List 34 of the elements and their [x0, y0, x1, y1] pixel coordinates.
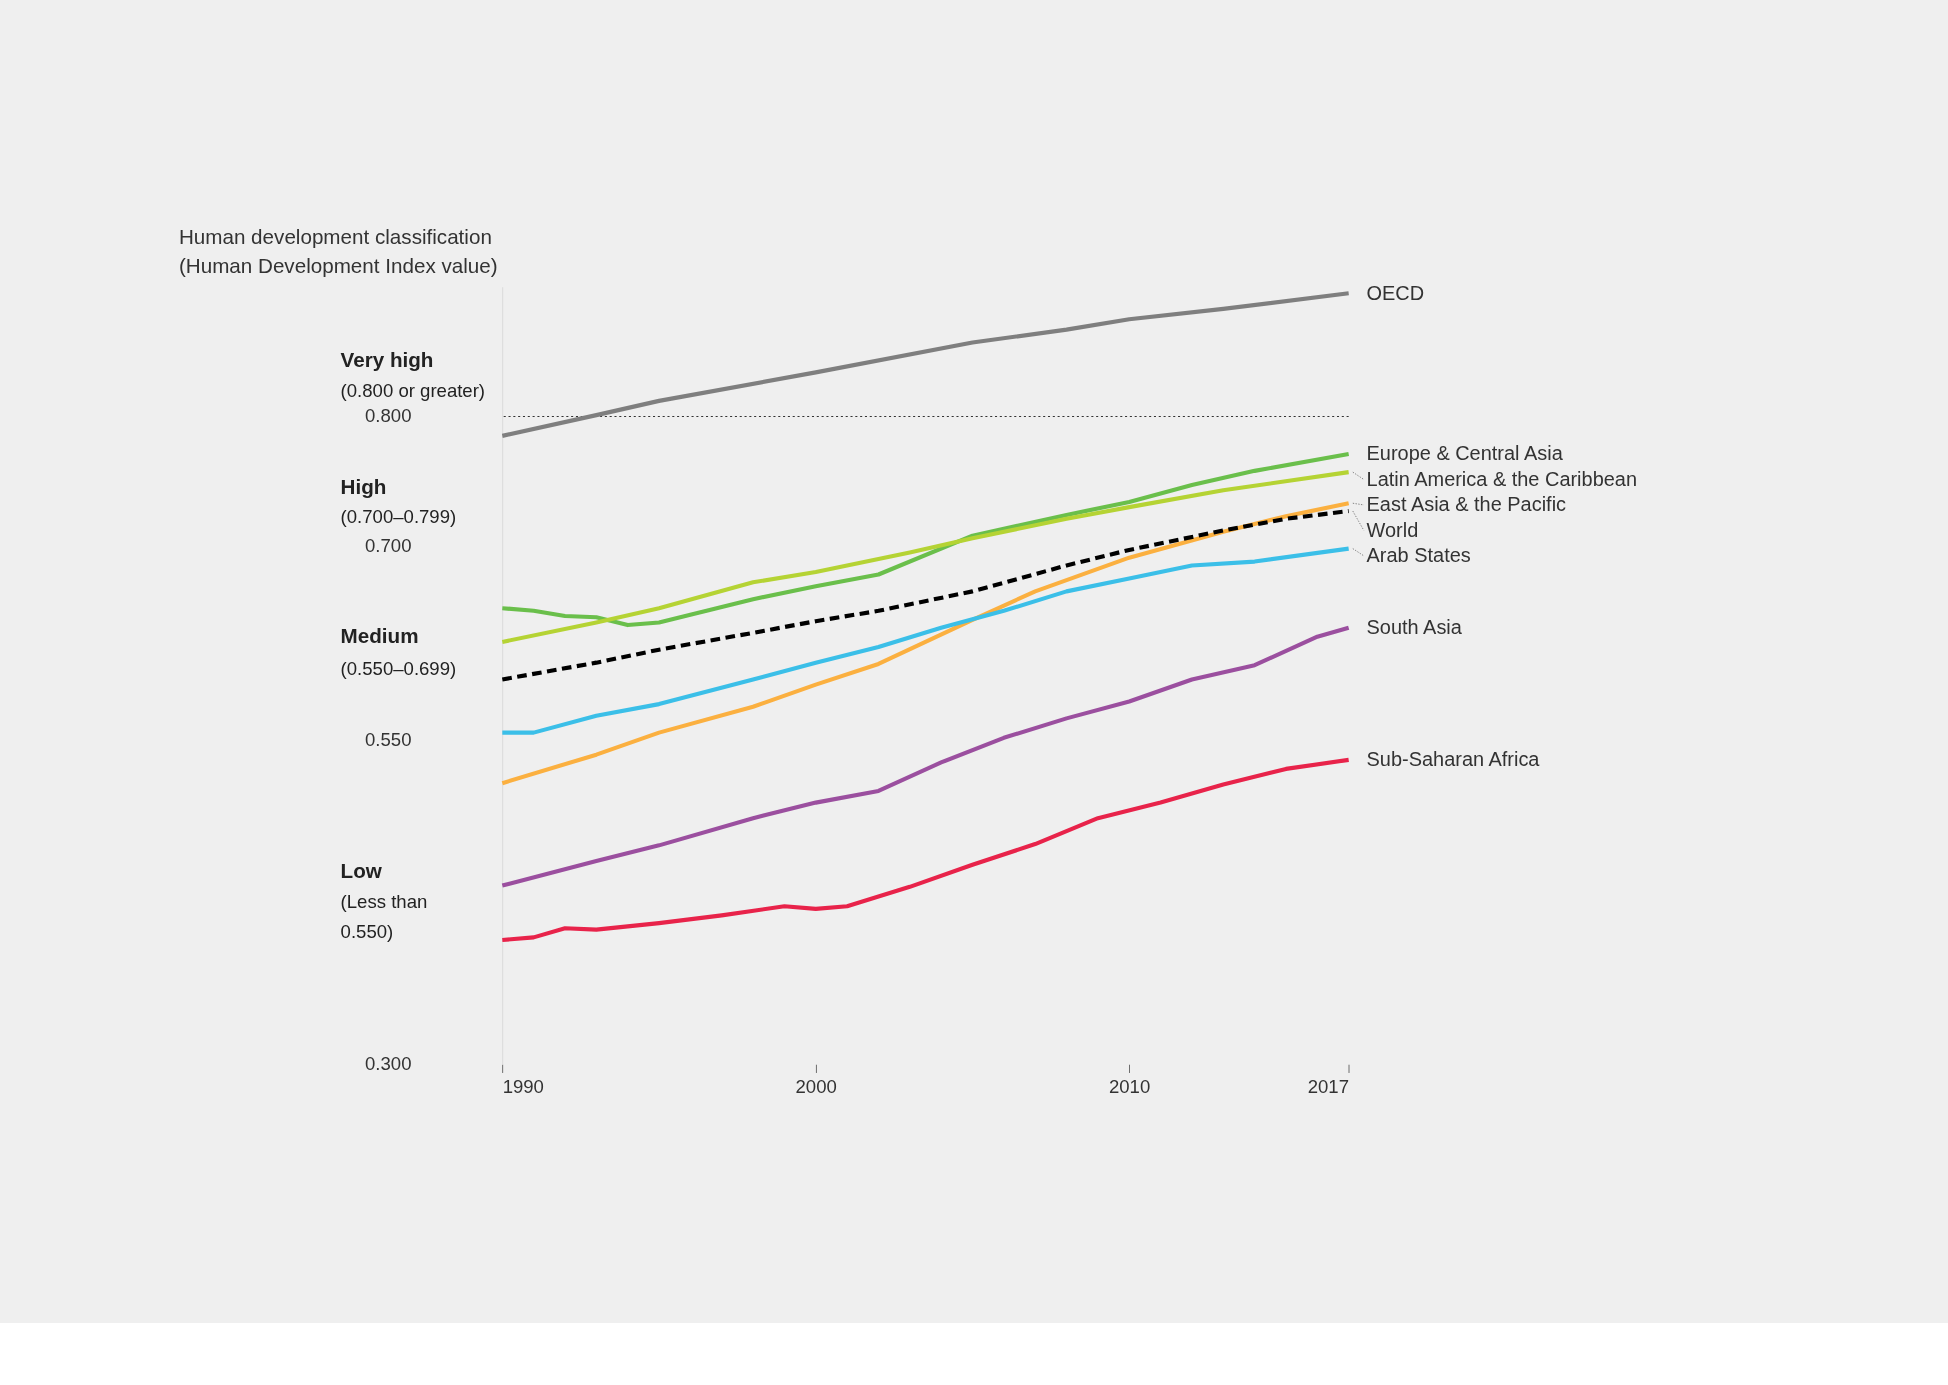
series-label: World [1366, 518, 1419, 541]
series-label: South Asia [1366, 615, 1463, 638]
line-series [500, 451, 1351, 628]
series-label: Europe & Central Asia [1366, 442, 1564, 465]
line-series [500, 501, 1351, 786]
series-label: Latin America & the Caribbean [1366, 467, 1637, 490]
line-series [500, 508, 1351, 682]
series-label: East Asia & the Pacific [1366, 493, 1567, 516]
line-series [500, 291, 1351, 438]
text: (0.550–0.699) [340, 657, 457, 679]
line-series [500, 470, 1351, 644]
x-tick-label: 1990 [502, 1075, 544, 1097]
line-series [500, 546, 1351, 735]
x-tick-label: 2010 [1108, 1075, 1151, 1097]
y-tick-label: 0.300 [365, 1053, 412, 1075]
series-label: Arab States [1366, 544, 1471, 567]
text: Low [340, 858, 383, 882]
text: Human development classification [178, 224, 492, 248]
y-tick-label: 0.800 [365, 405, 412, 427]
x-tick-label: 2000 [795, 1075, 837, 1097]
text: (0.700–0.799) [340, 506, 457, 528]
text: Very high [340, 347, 434, 371]
text: (Less than 0.550) [340, 891, 428, 943]
series-label: Sub-Saharan Africa [1366, 748, 1541, 771]
series-label: OECD [1366, 281, 1425, 304]
line-series [500, 757, 1351, 943]
line-series [500, 625, 1351, 888]
y-tick-label: 0.700 [365, 534, 412, 556]
y-tick-label: 0.550 [365, 729, 412, 751]
text: Medium [340, 623, 419, 647]
text: (0.800 or greater) [340, 380, 486, 402]
chart-subtitle: (Human Development Index value) [178, 253, 498, 277]
x-tick-label: 2017 [1307, 1075, 1350, 1097]
text: High [340, 474, 387, 498]
